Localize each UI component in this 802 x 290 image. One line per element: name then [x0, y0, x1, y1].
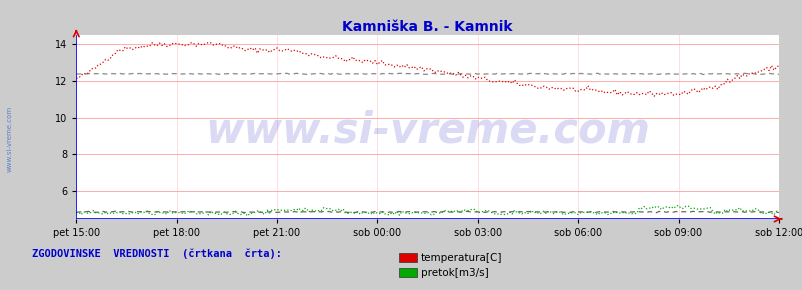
- Title: Kamniška B. - Kamnik: Kamniška B. - Kamnik: [342, 20, 512, 34]
- Text: www.si-vreme.com: www.si-vreme.com: [6, 106, 12, 172]
- Text: temperatura[C]: temperatura[C]: [420, 253, 501, 263]
- Text: ZGODOVINSKE  VREDNOSTI  (črtkana  črta):: ZGODOVINSKE VREDNOSTI (črtkana črta):: [32, 248, 282, 259]
- Text: www.si-vreme.com: www.si-vreme.com: [205, 110, 650, 152]
- Text: pretok[m3/s]: pretok[m3/s]: [420, 268, 488, 278]
